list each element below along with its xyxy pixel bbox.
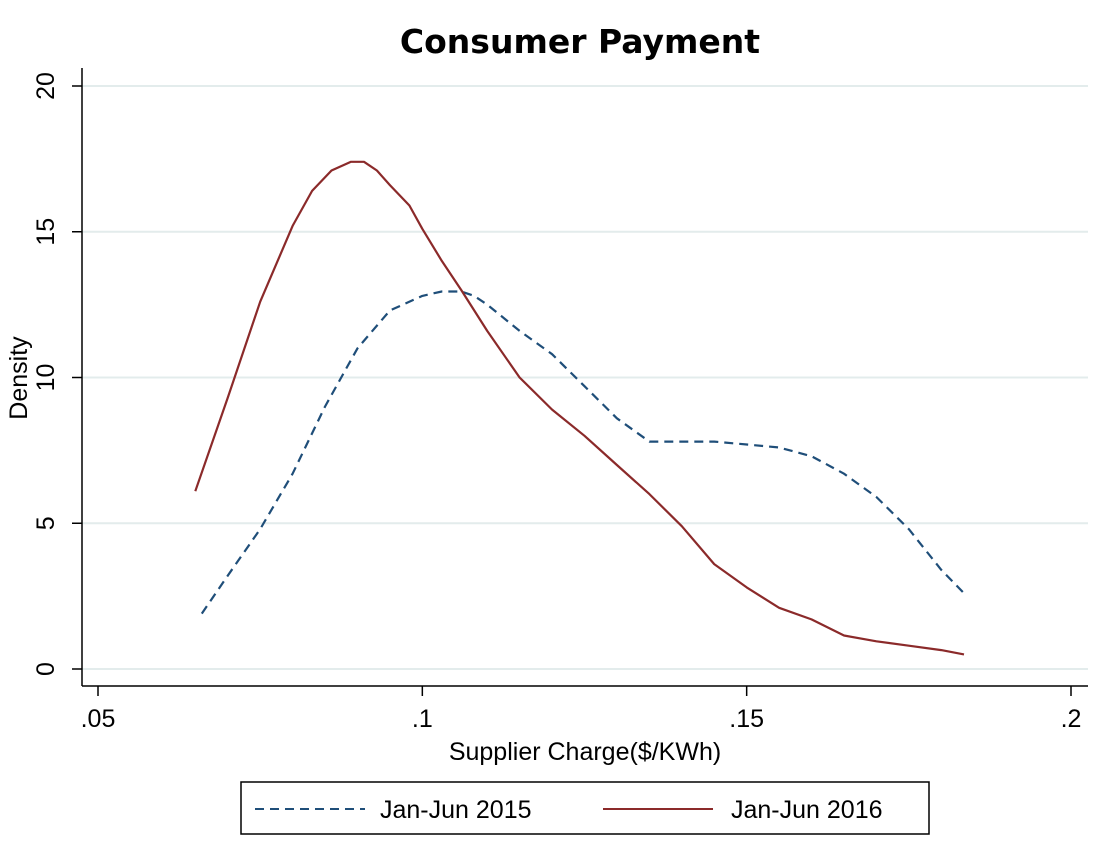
legend-box [240,781,930,835]
y-tick-label: 10 [32,364,60,392]
series-line-jan-jun-2016 [194,160,965,656]
x-axis-title: Supplier Charge($/KWh) [449,738,721,766]
y-tick-label: 15 [32,218,60,246]
x-tick-label: .2 [1061,705,1082,733]
y-axis-title: Density [5,336,33,420]
y-tick-label: 0 [32,662,60,676]
axes: 0 5 10 15 20 .05 .1 .15 .2 [32,68,1088,733]
labels: Consumer Payment Supplier Charge($/KWh) … [5,22,760,766]
series-layer [194,160,965,656]
y-tick-label: 5 [32,516,60,530]
x-tick-label: .15 [729,705,764,733]
y-tick-label: 20 [32,72,60,100]
legend: Jan-Jun 2015 Jan-Jun 2016 [240,781,930,835]
series-line-jan-jun-2015 [200,290,965,615]
x-tick-label: .1 [412,705,433,733]
chart-title: Consumer Payment [400,22,760,61]
legend-label-jan-jun-2015: Jan-Jun 2015 [380,796,532,824]
x-tick-label: .05 [81,705,116,733]
grid [82,85,1088,670]
legend-label-jan-jun-2016: Jan-Jun 2016 [731,796,883,824]
